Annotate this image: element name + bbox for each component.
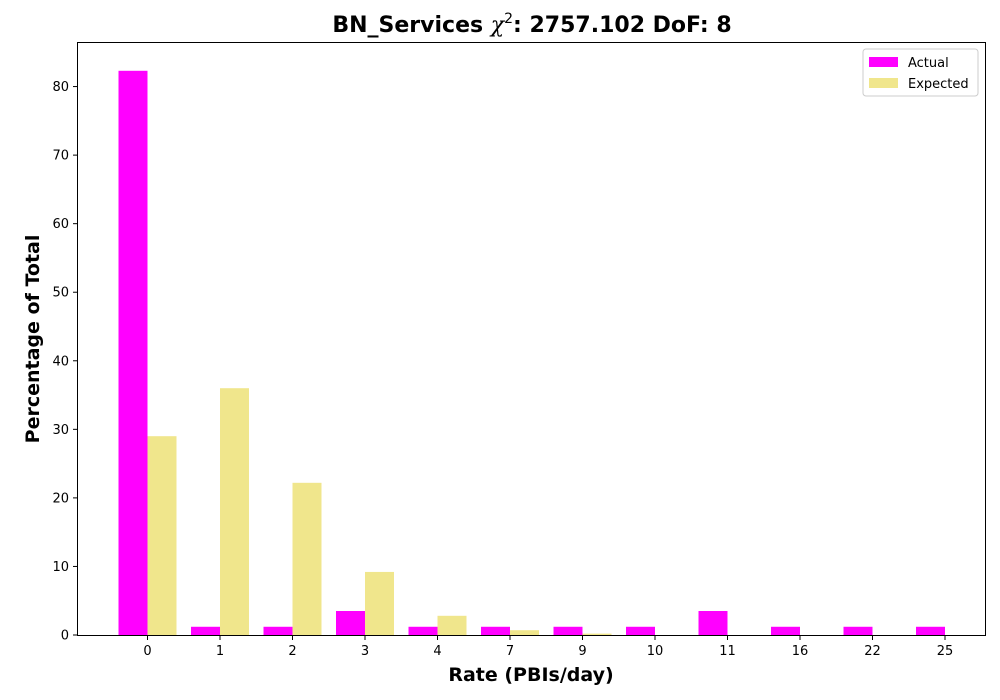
bar-actual-25 [916, 626, 945, 635]
bar-expected-3 [365, 571, 394, 635]
bar-actual-3 [336, 611, 365, 635]
bar-actual-7 [481, 626, 510, 635]
x-tick-label: 10 [647, 644, 664, 659]
bar-expected-9 [582, 633, 612, 635]
x-tick-label: 4 [433, 644, 441, 659]
legend-label-actual: Actual [908, 56, 949, 71]
bar-actual-0 [118, 70, 148, 635]
bar-expected-2 [292, 482, 322, 635]
chart-title: BN_Services χ2: 2757.102 DoF: 8 [332, 11, 731, 38]
x-tick-label: 0 [143, 644, 151, 659]
x-tick-label: 2 [288, 644, 296, 659]
bar-actual-10 [626, 626, 655, 635]
legend-label-expected: Expected [908, 77, 969, 92]
y-axis-ticks: 0 10 20 30 40 50 60 70 80 [52, 80, 78, 644]
bar-actual-1 [191, 626, 220, 635]
x-tick-label: 11 [719, 644, 736, 659]
x-tick-label: 25 [937, 644, 954, 659]
y-tick-label: 10 [52, 560, 69, 575]
y-tick-label: 30 [52, 423, 69, 438]
legend-swatch-expected [869, 78, 898, 88]
bar-expected-7 [510, 630, 539, 635]
x-axis-label: Rate (PBIs/day) [448, 664, 613, 686]
chart-title-suffix: : 2757.102 DoF: 8 [513, 13, 732, 38]
legend-swatch-actual [869, 57, 898, 67]
bar-actual-11 [698, 611, 728, 635]
x-axis-ticks: 0 1 2 3 4 7 9 10 11 16 22 25 [143, 635, 953, 659]
y-tick-label: 40 [52, 354, 69, 369]
x-tick-label: 7 [506, 644, 514, 659]
bar-expected-1 [220, 388, 249, 635]
x-tick-label: 3 [361, 644, 369, 659]
chart-title-prefix: BN_Services [332, 13, 490, 38]
y-tick-label: 0 [61, 629, 69, 644]
bars-group [118, 70, 945, 635]
bar-actual-22 [843, 626, 873, 635]
bar-actual-4 [408, 626, 438, 635]
plot-area-frame [77, 42, 986, 636]
bar-expected-0 [147, 436, 177, 635]
x-tick-label: 22 [864, 644, 881, 659]
bar-actual-16 [771, 626, 800, 635]
y-tick-label: 20 [52, 491, 69, 506]
bar-expected-4 [437, 615, 467, 635]
chart-title-symbol: χ [489, 13, 506, 38]
x-tick-label: 16 [792, 644, 809, 659]
y-tick-label: 60 [52, 217, 69, 232]
bar-actual-9 [553, 626, 583, 635]
legend: Actual Expected [862, 48, 979, 97]
y-axis-label: Percentage of Total [22, 235, 44, 444]
y-tick-label: 70 [52, 149, 69, 164]
y-tick-label: 80 [52, 80, 69, 95]
chart-title-superscript: 2 [504, 11, 513, 27]
x-tick-label: 9 [578, 644, 586, 659]
y-tick-label: 50 [52, 286, 69, 301]
x-tick-label: 1 [216, 644, 224, 659]
bar-actual-2 [263, 626, 293, 635]
